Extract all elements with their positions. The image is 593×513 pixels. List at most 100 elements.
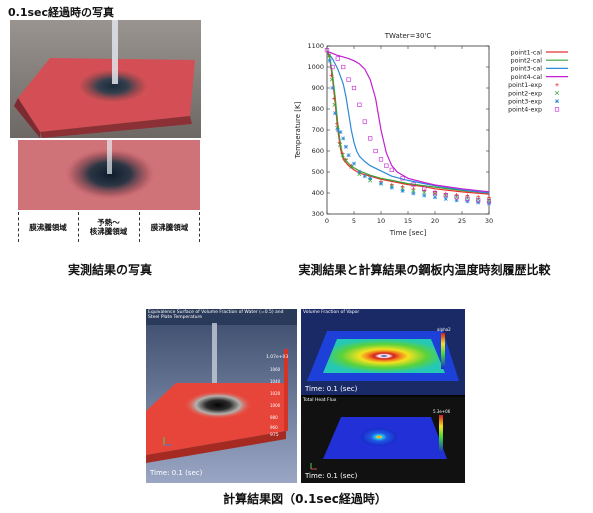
- legend-label-point2-cal: point2-cal: [511, 58, 543, 65]
- series-line-point2-cal: [326, 51, 490, 194]
- data-point-point4-exp: [357, 102, 362, 107]
- zone-nucleate-boiling: 予熱～ 核沸騰領域: [89, 218, 128, 236]
- vapor-colorbar-label: alpha2: [437, 327, 451, 332]
- legend-label-point3-cal: point3-cal: [511, 66, 543, 73]
- top-right-panel-time: Time: 0.1 (sec): [305, 385, 358, 393]
- data-point-point3-exp: [338, 130, 343, 135]
- data-point-point4-exp: [384, 163, 389, 168]
- y-tick-label: 900: [312, 84, 324, 92]
- x-tick-label: 5: [352, 217, 356, 225]
- legend-swatch-point4-exp: [554, 107, 560, 112]
- temperature-history-chart: TWater=30'C 0 5 10 15 20 25 30 300 400 500 600 700 80…: [294, 32, 568, 237]
- experiment-photo: [10, 20, 201, 138]
- chart-caption: 実測結果と計算結果の鋼板内温度時刻履歴比較: [298, 263, 551, 277]
- data-point-point1-exp: [329, 73, 334, 78]
- y-tick-label: 1000: [307, 63, 324, 71]
- x-tick-label: 0: [325, 217, 329, 225]
- data-point-point3-exp: [346, 153, 351, 158]
- data-point-point4-exp: [346, 77, 351, 82]
- data-point-point4-exp: [330, 64, 335, 70]
- data-point-point3-exp: [368, 176, 373, 181]
- x-tick-label: 10: [377, 217, 385, 225]
- data-point-point4-exp: [422, 186, 427, 191]
- colorbar-tick-5: 980: [270, 415, 278, 420]
- photo-title: 0.1sec経過時の写真: [8, 6, 115, 19]
- simulation-panel-right: Volume Fraction of Vapor alpha2 Time: 0.…: [301, 309, 465, 483]
- y-axis-label: Temperature [K]: [294, 101, 302, 159]
- legend-label-point1-cal: point1-cal: [511, 49, 543, 56]
- data-point-point3-exp: [335, 127, 340, 133]
- legend-label-point1-exp: point1-exp: [508, 82, 542, 89]
- data-point-point2-exp: [329, 77, 334, 82]
- data-point-point4-exp: [454, 195, 459, 200]
- data-point-point2-exp: [476, 197, 481, 202]
- y-tick-label: 600: [312, 147, 324, 155]
- data-point-point1-exp: [332, 96, 336, 101]
- legend-swatch-point1-exp: [555, 83, 559, 87]
- legend-label-point3-exp: point3-exp: [508, 99, 542, 106]
- data-point-point4-exp: [400, 176, 405, 181]
- series-line-point3-cal: [326, 50, 490, 194]
- x-tick-label: 15: [404, 217, 412, 225]
- legend-label-point2-exp: point2-exp: [508, 90, 542, 97]
- data-point-point4-exp: [341, 64, 346, 70]
- data-point-point4-exp: [476, 198, 481, 203]
- x-tick-label: 25: [458, 217, 466, 225]
- data-point-point3-exp: [422, 193, 427, 198]
- boiling-zone-labels: 膜沸騰領域 予熱～ 核沸騰領域 膜沸騰領域: [18, 210, 200, 246]
- zone-film-boiling-right: 膜沸騰領域: [150, 222, 189, 232]
- data-point-point1-exp: [334, 121, 339, 126]
- y-tick-label: 500: [312, 168, 324, 176]
- data-point-point2-exp: [422, 190, 427, 195]
- data-point-point4-exp: [335, 56, 340, 61]
- data-point-point1-exp: [487, 195, 491, 200]
- colorbar-tick-3: 1020: [270, 391, 281, 396]
- data-point-point3-exp: [378, 181, 384, 186]
- y-tick-label: 1100: [307, 42, 324, 50]
- series-line-point4-cal: [326, 50, 490, 193]
- x-axis-label: Time [sec]: [389, 229, 427, 237]
- photo-caption: 実測結果の写真: [67, 263, 152, 277]
- data-point-point3-exp: [400, 188, 405, 193]
- simulation-caption: 計算結果図（0.1sec経過時）: [223, 492, 387, 506]
- data-point-point3-exp: [389, 185, 394, 190]
- data-point-point4-exp: [368, 136, 373, 141]
- plot-frame: [326, 45, 490, 215]
- data-point-point3-exp: [330, 85, 335, 91]
- y-tick-label: 800: [312, 105, 324, 113]
- top-right-panel-title: Volume Fraction of Vapor: [303, 310, 360, 315]
- x-tick-label: 20: [431, 217, 439, 225]
- legend-label-point4-cal: point4-cal: [511, 74, 543, 81]
- data-point-point4-exp: [411, 182, 416, 187]
- data-point-point4-exp: [389, 167, 394, 173]
- colorbar-tick-2: 1040: [270, 379, 281, 384]
- data-point-point3-exp: [454, 198, 459, 203]
- data-point-point4-exp: [378, 157, 384, 162]
- bottom-right-panel-time: Time: 0.1 (sec): [305, 472, 358, 480]
- data-point-point2-exp: [349, 164, 354, 169]
- colorbar-top: 1.07e+03: [266, 355, 289, 360]
- data-point-point3-exp: [351, 161, 357, 166]
- data-point-point3-exp: [333, 111, 338, 116]
- data-point-point4-exp: [373, 148, 378, 154]
- data-point-point3-exp: [357, 169, 362, 175]
- y-tick-label: 400: [312, 189, 324, 197]
- experiment-photo-zoom: [18, 140, 200, 210]
- colorbar-tick-4: 1000: [270, 403, 281, 408]
- legend-swatch-point3-exp: [554, 99, 560, 104]
- data-point-point2-exp: [486, 198, 492, 203]
- legend-label-point4-exp: point4-exp: [508, 107, 542, 114]
- data-point-point3-exp: [327, 58, 332, 63]
- data-point-point3-exp: [465, 199, 470, 204]
- chart-title: TWater=30'C: [384, 32, 432, 40]
- simulation-panel-plate-temperature: Equivalence Surface of Volume Fraction o…: [146, 309, 297, 483]
- zone-film-boiling-left: 膜沸騰領域: [29, 222, 67, 232]
- data-point-point3-exp: [411, 191, 416, 196]
- colorbar-tick-1: 1060: [270, 367, 281, 372]
- x-tick-label: 30: [485, 217, 493, 225]
- data-point-point1-exp: [454, 192, 459, 197]
- data-point-point3-exp: [341, 136, 346, 141]
- data-point-point3-exp: [443, 196, 448, 201]
- bottom-right-panel-title: Total Heat Flux: [303, 398, 337, 403]
- data-point-point2-exp: [332, 102, 337, 107]
